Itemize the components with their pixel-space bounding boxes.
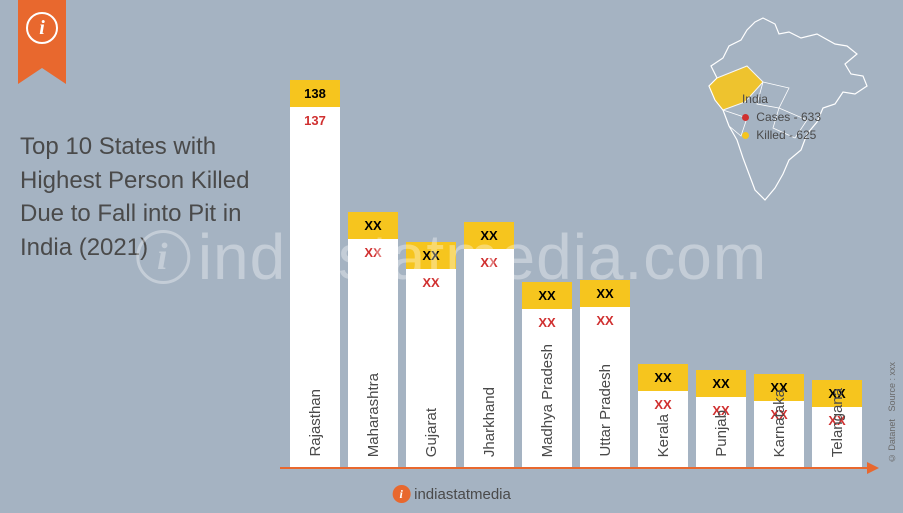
axis-arrow [280,467,877,469]
bar-cases-value: XX [638,397,688,412]
info-icon: i [26,12,58,44]
bar: XX Uttar Pradesh [580,307,630,467]
bar-cap-killed: XX [580,280,630,307]
bar-cases-value: XX [348,245,398,260]
bar-state-label: Gujarat [423,408,440,457]
bar-wrap: XX XX Gujarat [406,242,456,467]
bar-wrap: XXXXPunjab [696,370,746,467]
bar: XXPunjab [696,397,746,467]
bar-cases-value: XX [522,315,572,330]
bar-state-label: Maharashtra [365,373,382,457]
bar-wrap: 138 137 Rajasthan [290,80,340,467]
side-credit: © Datanet Source : xxx [887,362,897,463]
bar-state-label: Punjab [713,410,730,457]
bar-cap-killed: XX [406,242,456,269]
bar-cap-killed: 138 [290,80,340,107]
bar-state-label: Kerala [655,414,672,457]
bar-wrap: XX XX Uttar Pradesh [580,280,630,467]
bar-wrap: XX XX Madhya Pradesh [522,282,572,467]
bar: XXTelangana [812,407,862,467]
bar-cases-value: XX [464,255,514,270]
bar-cap-killed: XX [348,212,398,239]
footer-brand: i indiastatmedia [392,485,511,503]
bar: XX Gujarat [406,269,456,467]
info-badge: i [18,0,66,68]
bar-state-label: Rajasthan [307,389,324,457]
bar-state-label: Jharkhand [481,387,498,457]
bar: XX Kerala [638,391,688,467]
bar-cap-killed: XX [696,370,746,397]
bar-cases-value: 137 [290,113,340,128]
bar-cap-killed: XX [522,282,572,309]
bar: XX Jharkhand [464,249,514,467]
footer-brand-icon: i [392,485,410,503]
bar-wrap: XXXXTelangana [812,380,862,467]
bar-cases-value: XX [580,313,630,328]
bar: 137 Rajasthan [290,107,340,467]
bar-cap-killed: XX [464,222,514,249]
bar-state-label: Telangana [829,388,846,457]
page-title: Top 10 States with Highest Person Killed… [20,130,260,264]
bar-wrap: XXXXKarnataka [754,374,804,467]
bar-wrap: XX XX Jharkhand [464,222,514,467]
bar-state-label: Uttar Pradesh [597,364,614,457]
bar: XXKarnataka [754,401,804,467]
bar-wrap: XX XX Kerala [638,364,688,467]
bar: XX Maharashtra [348,239,398,467]
bar-cases-value: XX [406,275,456,290]
bar-state-label: Madhya Pradesh [539,344,556,457]
bar: XX Madhya Pradesh [522,309,572,467]
bar-wrap: XX XX Maharashtra [348,212,398,467]
bar-state-label: Karnataka [771,389,788,457]
bar-cap-killed: XX [638,364,688,391]
bar-chart: 138 137 Rajasthan XX XX Maharashtra XX XX Gujara… [290,47,870,467]
